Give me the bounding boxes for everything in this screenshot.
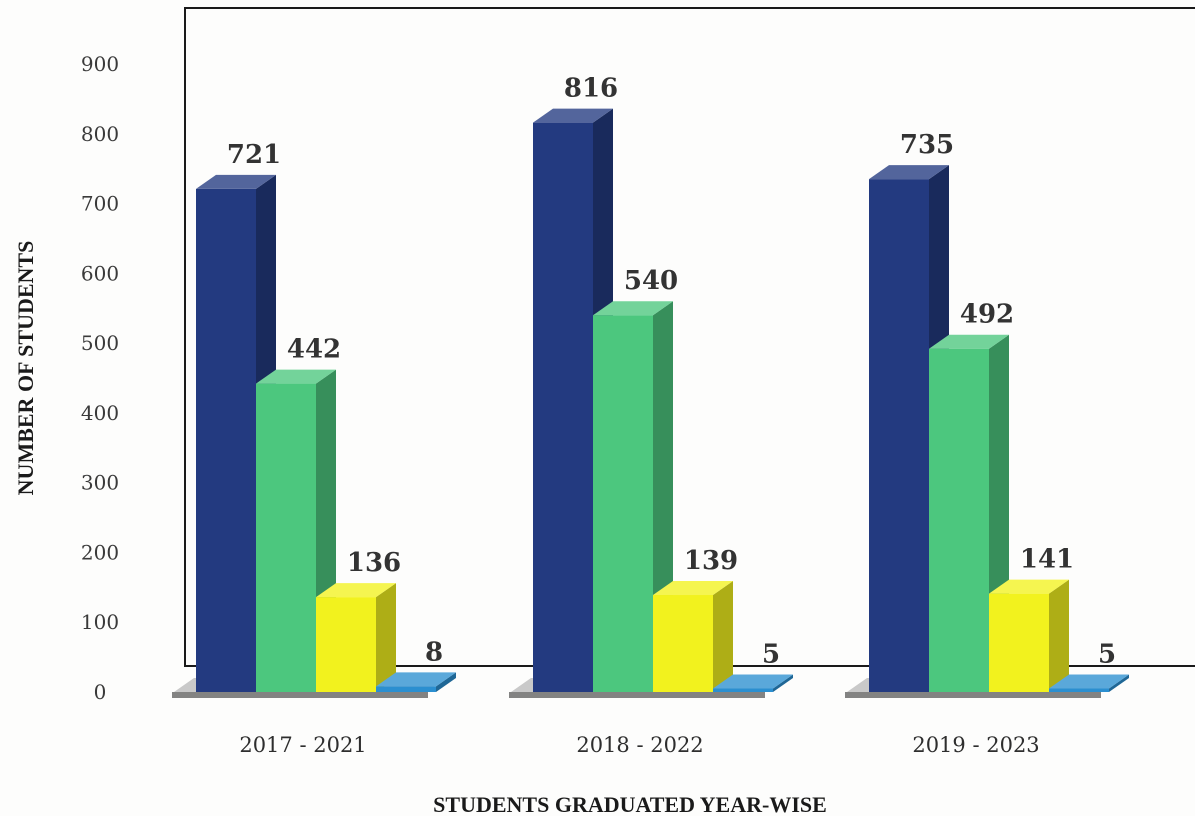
y-tick-label: 400 — [81, 401, 119, 425]
bar-top — [869, 165, 949, 180]
data-label: 540 — [624, 266, 678, 296]
bar — [316, 583, 396, 692]
bar-top — [653, 581, 733, 596]
bar-top — [713, 674, 793, 689]
bar-top — [196, 174, 276, 189]
y-tick-label: 300 — [81, 471, 119, 495]
bar-front — [316, 597, 376, 692]
data-label: 5 — [762, 640, 780, 670]
bar-front — [593, 315, 653, 692]
y-tick-label: 700 — [81, 192, 119, 216]
data-label: 8 — [425, 637, 443, 667]
data-label: 816 — [564, 74, 618, 104]
y-axis-ticks: 0 100 200 300 400 500 600 700 800 900 — [81, 52, 119, 704]
data-label: 5 — [1098, 640, 1116, 670]
y-tick-label: 0 — [94, 680, 107, 704]
floor-shadow — [172, 692, 428, 698]
x-category-label: 2019 - 2023 — [912, 733, 1039, 757]
data-label: 139 — [684, 546, 738, 576]
bar — [989, 579, 1069, 692]
data-label: 721 — [227, 140, 281, 170]
bar-front — [1049, 688, 1109, 692]
bar-side — [773, 674, 793, 692]
bar-front — [869, 179, 929, 693]
bar-top — [989, 579, 1069, 594]
bar-top — [256, 369, 336, 384]
y-tick-label: 800 — [81, 122, 119, 146]
bar-side — [1049, 579, 1069, 692]
y-tick-label: 500 — [81, 331, 119, 355]
bar-top — [376, 672, 456, 687]
bar-front — [376, 686, 436, 692]
bar — [653, 581, 733, 692]
floor-shadow — [845, 692, 1101, 698]
floor-shadow — [509, 692, 765, 698]
y-tick-label: 200 — [81, 540, 119, 564]
bar-front — [653, 595, 713, 692]
bar-top — [316, 583, 396, 598]
x-axis-title: STUDENTS GRADUATED YEAR-WISE — [433, 792, 827, 816]
bar-side — [1109, 674, 1129, 692]
bar-top — [1049, 674, 1129, 689]
y-tick-label: 100 — [81, 610, 119, 634]
bar — [713, 674, 793, 692]
y-tick-label: 900 — [81, 52, 119, 76]
x-category-label: 2018 - 2022 — [576, 733, 703, 757]
bar — [1049, 674, 1129, 692]
bar-top — [593, 301, 673, 316]
data-labels: 721 442 136 8 816 540 139 5 735 492 141 5 — [227, 74, 1116, 670]
bar-side — [436, 672, 456, 692]
bar-front — [196, 188, 256, 692]
data-label: 735 — [900, 130, 954, 160]
bar-side — [713, 581, 733, 692]
data-label: 442 — [287, 335, 341, 365]
data-label: 141 — [1020, 545, 1074, 575]
data-label: 136 — [347, 548, 401, 578]
bars — [196, 108, 1129, 693]
x-category-label: 2017 - 2021 — [239, 733, 366, 757]
x-axis-categories: 2017 - 2021 2018 - 2022 2019 - 2023 — [239, 733, 1039, 757]
bar — [256, 369, 336, 692]
bar-side — [376, 583, 396, 692]
bar-top — [533, 108, 613, 123]
y-tick-label: 600 — [81, 261, 119, 285]
data-label: 492 — [960, 300, 1014, 330]
y-axis-title: NUMBER OF STUDENTS — [13, 241, 38, 496]
bar-front — [533, 122, 593, 692]
bar-front — [256, 383, 316, 692]
bar-top — [929, 334, 1009, 349]
bar-front — [989, 593, 1049, 692]
bar-front — [929, 348, 989, 692]
bar-front — [713, 688, 773, 692]
bar — [376, 672, 456, 692]
